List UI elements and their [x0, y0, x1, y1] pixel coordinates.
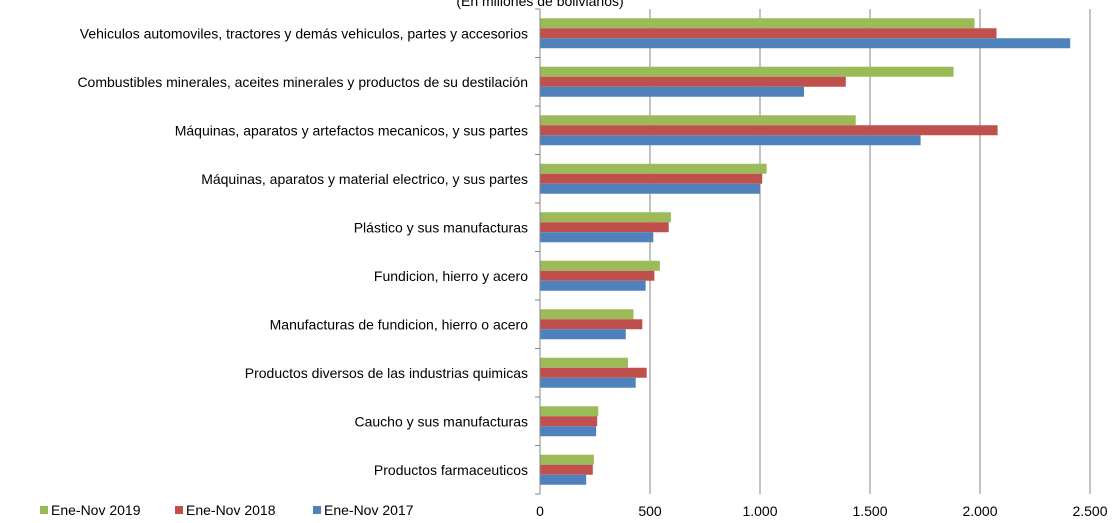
category-label: Máquinas, aparatos y artefactos mecanico… — [175, 122, 528, 138]
bar — [540, 309, 634, 320]
x-tick-label: 1.500 — [852, 503, 887, 519]
bar — [540, 474, 587, 485]
chart-subtitle: (En millones de bolivianos) — [456, 0, 623, 9]
bar — [540, 222, 669, 233]
legend-swatch — [175, 506, 183, 514]
category-label: Fundicion, hierro y acero — [374, 268, 528, 284]
x-tick-label: 1.000 — [742, 503, 777, 519]
category-label: Manufacturas de fundicion, hierro o acer… — [270, 316, 529, 332]
bar — [540, 38, 1071, 49]
axes — [535, 8, 541, 495]
bar — [540, 426, 597, 437]
bar — [540, 416, 598, 427]
bar — [540, 406, 599, 417]
bar — [540, 135, 921, 146]
bar — [540, 163, 767, 174]
legend-swatch — [40, 506, 48, 514]
category-label: Plástico y sus manufacturas — [354, 219, 528, 235]
bar — [540, 183, 760, 194]
bar — [540, 319, 643, 330]
category-label: Máquinas, aparatos y material electrico,… — [201, 171, 528, 187]
category-label: Productos diversos de las industrias qui… — [245, 365, 528, 381]
bar — [540, 377, 636, 388]
bar — [540, 125, 998, 136]
x-tick-label: 500 — [638, 503, 662, 519]
bar — [540, 270, 655, 281]
bar — [540, 232, 654, 243]
bar — [540, 115, 856, 126]
bar — [540, 18, 975, 29]
bar — [540, 357, 628, 368]
bars — [540, 18, 1071, 485]
x-tick-label: 2.500 — [1072, 503, 1107, 519]
bar — [540, 212, 671, 223]
x-tick-labels: 0 500 1.000 1.500 2.000 2.500 — [536, 503, 1108, 519]
x-tick-label: 0 — [536, 503, 544, 519]
bar — [540, 76, 846, 87]
legend: Ene-Nov 2019 Ene-Nov 2018 Ene-Nov 2017 — [40, 502, 414, 518]
bar — [540, 329, 626, 340]
bar — [540, 260, 660, 271]
bar — [540, 86, 804, 97]
bar — [540, 454, 594, 465]
legend-label: Ene-Nov 2019 — [51, 502, 141, 518]
bar — [540, 367, 647, 378]
category-label: Caucho y sus manufacturas — [354, 413, 528, 429]
category-label: Combustibles minerales, aceites minerale… — [77, 74, 528, 90]
bar — [540, 280, 646, 291]
bar — [540, 464, 593, 475]
category-label: Productos farmaceuticos — [374, 462, 528, 478]
x-tick-label: 2.000 — [962, 503, 997, 519]
category-labels: Vehiculos automoviles, tractores y demás… — [77, 25, 528, 478]
legend-label: Ene-Nov 2017 — [324, 502, 414, 518]
category-label: Vehiculos automoviles, tractores y demás… — [80, 25, 528, 41]
bar — [540, 173, 763, 184]
legend-swatch — [313, 506, 321, 514]
bar — [540, 66, 954, 77]
legend-label: Ene-Nov 2018 — [186, 502, 276, 518]
bar — [540, 28, 997, 39]
